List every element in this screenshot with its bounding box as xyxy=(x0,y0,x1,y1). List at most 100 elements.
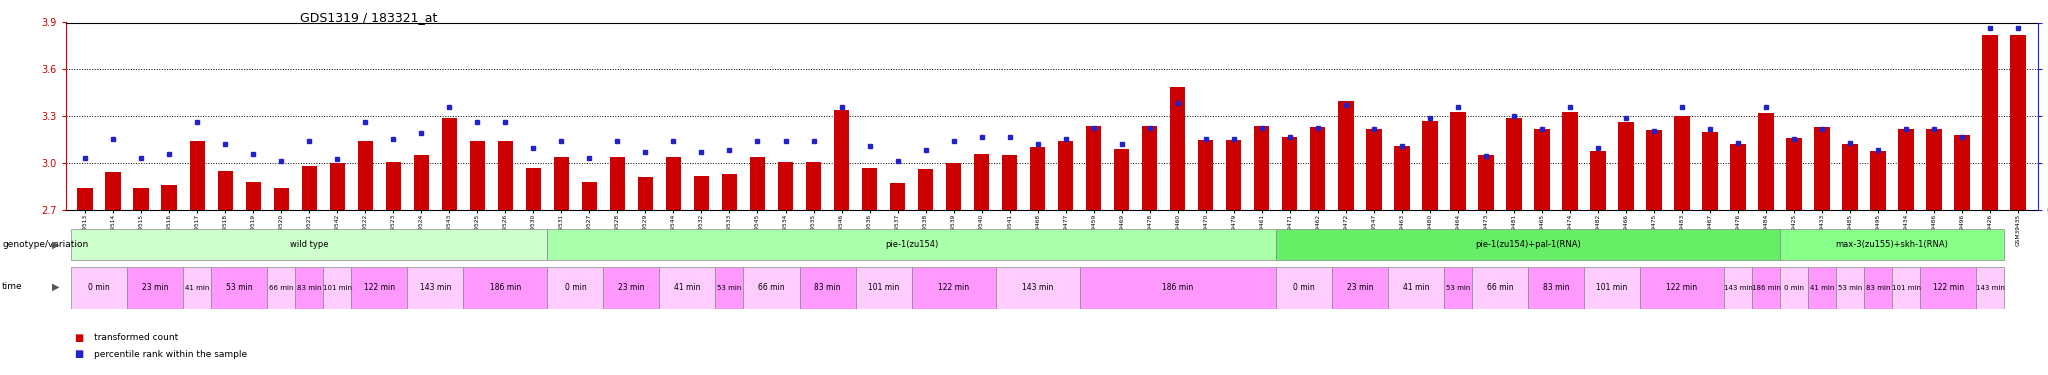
Bar xyxy=(1589,151,1606,210)
Bar xyxy=(385,162,401,210)
Text: GDS1319 / 183321_at: GDS1319 / 183321_at xyxy=(299,11,438,24)
Bar xyxy=(918,170,934,210)
Bar xyxy=(1563,111,1577,210)
Bar xyxy=(1227,140,1241,210)
Bar xyxy=(743,267,799,309)
Bar xyxy=(1751,267,1780,309)
Bar xyxy=(1786,138,1802,210)
Bar xyxy=(1395,146,1409,210)
Bar xyxy=(715,267,743,309)
Bar xyxy=(582,182,598,210)
Bar xyxy=(1282,136,1298,210)
Bar xyxy=(1864,267,1892,309)
Bar xyxy=(104,172,121,210)
Text: 53 min: 53 min xyxy=(1837,285,1862,291)
Bar xyxy=(1976,267,2005,309)
Bar xyxy=(1921,267,1976,309)
Text: 41 min: 41 min xyxy=(1403,284,1430,292)
Bar xyxy=(1927,129,1942,210)
Bar xyxy=(553,157,569,210)
Bar xyxy=(246,182,260,210)
Bar xyxy=(1702,132,1718,210)
Text: 23 min: 23 min xyxy=(618,284,645,292)
Bar xyxy=(1311,127,1325,210)
Text: transformed count: transformed count xyxy=(94,333,178,342)
Bar xyxy=(834,110,850,210)
Bar xyxy=(610,157,625,210)
Bar xyxy=(1528,267,1583,309)
Bar xyxy=(352,267,408,309)
Bar xyxy=(414,155,428,210)
Text: 0 min: 0 min xyxy=(1292,284,1315,292)
Bar xyxy=(78,188,92,210)
Bar xyxy=(133,188,150,210)
Bar xyxy=(127,267,182,309)
Bar xyxy=(1759,113,1774,210)
Text: 122 min: 122 min xyxy=(365,284,395,292)
Text: 53 min: 53 min xyxy=(225,284,252,292)
Bar xyxy=(856,267,911,309)
Bar xyxy=(1001,155,1018,210)
Bar xyxy=(862,168,877,210)
Text: 143 min: 143 min xyxy=(420,284,451,292)
Text: 41 min: 41 min xyxy=(1810,285,1835,291)
Text: 0 min: 0 min xyxy=(565,284,586,292)
Bar xyxy=(1640,267,1724,309)
Text: 23 min: 23 min xyxy=(1346,284,1372,292)
Bar xyxy=(721,174,737,210)
Bar xyxy=(1954,135,1970,210)
Bar xyxy=(498,141,514,210)
Text: 0 min: 0 min xyxy=(88,284,111,292)
Text: 101 min: 101 min xyxy=(1892,285,1921,291)
Bar xyxy=(750,157,766,210)
Bar xyxy=(469,141,485,210)
Bar xyxy=(946,163,961,210)
Bar xyxy=(1815,127,1829,210)
Text: 101 min: 101 min xyxy=(324,285,352,291)
Bar xyxy=(805,162,821,210)
Bar xyxy=(1982,35,1999,210)
Text: 101 min: 101 min xyxy=(868,284,899,292)
Bar xyxy=(1808,267,1837,309)
Bar xyxy=(1731,144,1745,210)
Bar xyxy=(274,188,289,210)
Bar xyxy=(1337,100,1354,210)
Bar xyxy=(358,141,373,210)
Bar xyxy=(190,141,205,210)
Bar xyxy=(1892,267,1921,309)
Bar xyxy=(1169,87,1186,210)
Text: 66 min: 66 min xyxy=(758,284,784,292)
Bar xyxy=(1143,126,1157,210)
Bar xyxy=(1366,129,1382,210)
Bar xyxy=(266,267,295,309)
Bar xyxy=(1421,121,1438,210)
Text: 122 min: 122 min xyxy=(1667,284,1698,292)
Text: 143 min: 143 min xyxy=(1724,285,1753,291)
Bar xyxy=(1675,116,1690,210)
Text: 83 min: 83 min xyxy=(1866,285,1890,291)
Bar xyxy=(1059,141,1073,210)
Text: percentile rank within the sample: percentile rank within the sample xyxy=(94,350,248,359)
Bar xyxy=(72,267,127,309)
Bar xyxy=(1198,140,1212,210)
Text: ▶: ▶ xyxy=(51,240,59,249)
Text: 83 min: 83 min xyxy=(297,285,322,291)
Bar xyxy=(911,267,995,309)
Bar xyxy=(526,168,541,210)
Bar xyxy=(778,162,793,210)
Bar xyxy=(547,267,604,309)
Bar xyxy=(1114,149,1128,210)
Text: time: time xyxy=(2,282,23,291)
Bar xyxy=(301,166,317,210)
Bar xyxy=(1450,111,1466,210)
Text: pie-1(zu154): pie-1(zu154) xyxy=(885,240,938,249)
Bar xyxy=(72,230,547,260)
Bar xyxy=(995,267,1079,309)
Text: 66 min: 66 min xyxy=(1487,284,1513,292)
Bar xyxy=(408,267,463,309)
Bar xyxy=(211,267,266,309)
Bar xyxy=(1473,267,1528,309)
Bar xyxy=(217,171,233,210)
Text: ■: ■ xyxy=(74,350,84,359)
Text: pie-1(zu154)+pal-1(RNA): pie-1(zu154)+pal-1(RNA) xyxy=(1475,240,1581,249)
